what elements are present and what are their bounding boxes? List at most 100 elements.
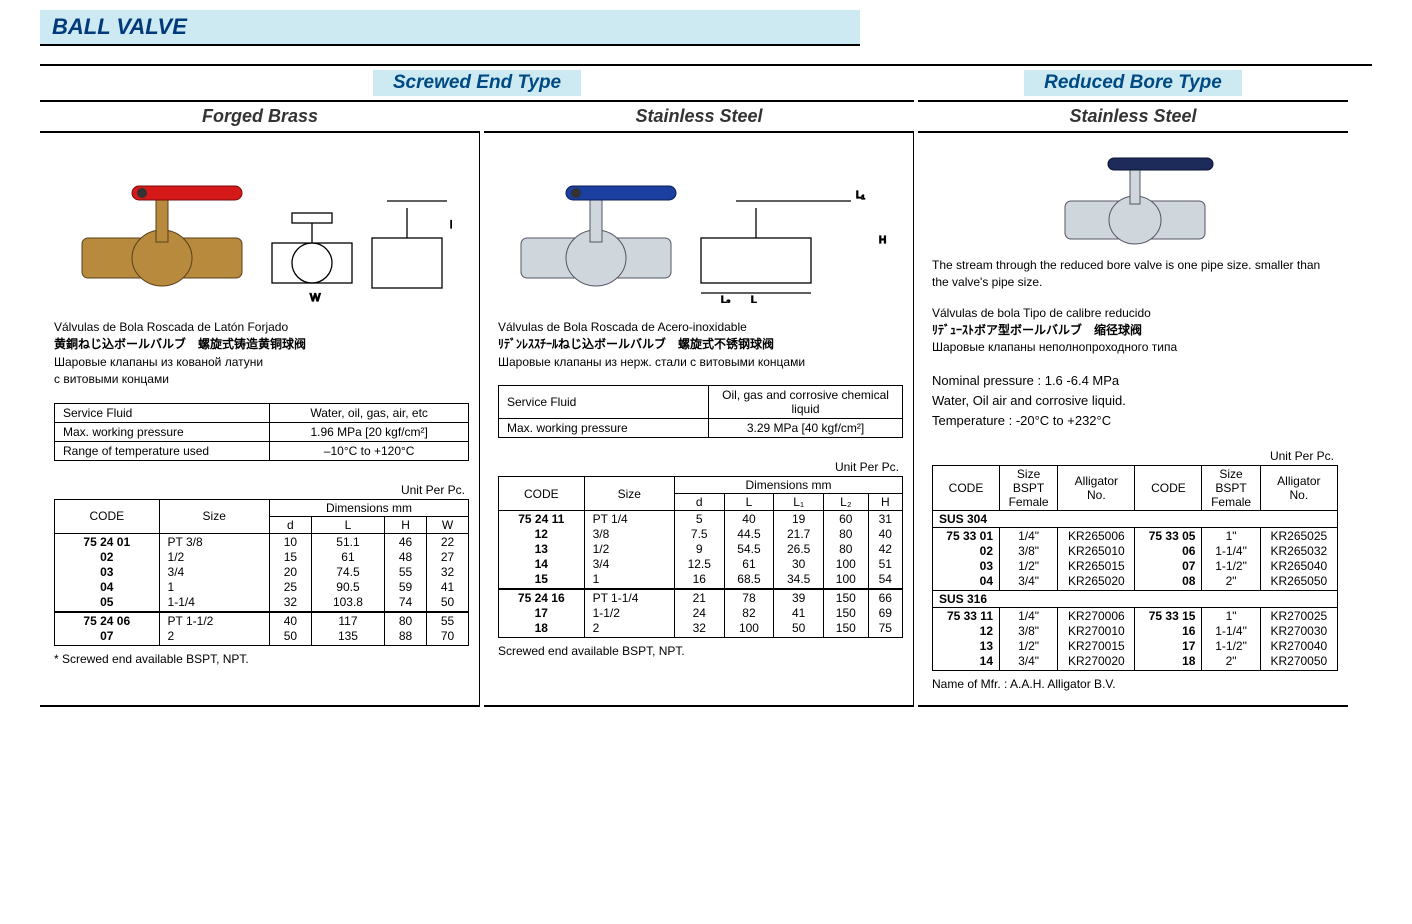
rb-specs: Nominal pressure : 1.6 -6.4 MPaWater, Oi…	[932, 371, 1338, 431]
dim-cell: 608080100100	[824, 511, 869, 590]
rb-code: 75 33 15161718	[1135, 608, 1202, 671]
valve-drawing-icon: L L₁ H L₂	[691, 153, 891, 303]
spec-label: Max. working pressure	[55, 422, 270, 441]
dim-cell: 1921.726.53034.5	[774, 511, 824, 590]
unit-label-brass: Unit Per Pc.	[54, 483, 469, 497]
dim-cell: 4050	[269, 612, 311, 646]
type-header-reduced: Reduced Bore Type	[918, 66, 1348, 102]
desc-ss-es: Válvulas de Bola Roscada de Acero-inoxid…	[498, 319, 903, 336]
desc-rb-ru: Шаровые клапаны неполнопроходного типа	[932, 339, 1338, 356]
rb-code: 75 33 11121314	[933, 608, 1000, 671]
rb-size: 1/4"3/8"1/2"3/4"	[1000, 608, 1058, 671]
dim-cell: 51.16174.590.5103.8	[311, 533, 384, 612]
rb-th: CODE	[933, 466, 1000, 511]
desc-ss-cjk: ﾘﾃﾞﾝﾚｽｽﾁｰﾙねじ込ボールバルブ 螺旋式不锈钢球阀	[498, 336, 903, 353]
spec-label: Max. working pressure	[499, 419, 709, 438]
dim-cell: 150150150	[824, 589, 869, 638]
desc-rb-cjk: ﾘﾃﾞｭｰｽﾄボア型ボールバルブ 缩径球阀	[932, 322, 1338, 339]
rb-th: SizeBSPTFemale	[1202, 466, 1260, 511]
dim-cell: 7882100	[724, 589, 774, 638]
stream-note: The stream through the reduced bore valv…	[932, 257, 1338, 291]
dim-cell: 2227324150	[427, 533, 469, 612]
rb-size: 1"1-1/4"1-1/2"2"	[1202, 608, 1260, 671]
rb-spec-line: Nominal pressure : 1.6 -6.4 MPa	[932, 371, 1338, 391]
size-cell: PT 1/43/81/23/41	[584, 511, 674, 590]
desc-rb-es: Válvulas de bola Tipo de calibre reducid…	[932, 305, 1338, 322]
dim-cell: 8088	[385, 612, 427, 646]
dim-cell: 212432	[674, 589, 724, 638]
col-brass: H W Válvulas de Bola Roscada de Latón Fo…	[40, 133, 480, 707]
code-cell: 75 24 0607	[55, 612, 160, 646]
rb-section: SUS 316	[933, 591, 1338, 608]
dim-cell: 5570	[427, 612, 469, 646]
rb-th: CODE	[1135, 466, 1202, 511]
material-brass: Forged Brass	[40, 102, 480, 133]
spec-label: Service Fluid	[55, 403, 270, 422]
valve-image-ss: L L₁ H L₂	[498, 143, 903, 313]
col-ss: L L₁ H L₂ Válvulas de Bola Roscada de Ac…	[484, 133, 914, 707]
dim-table-brass: CODE Size Dimensions mmdLHW 75 24 010203…	[54, 499, 469, 646]
spec-table-ss: Service FluidOil, gas and corrosive chem…	[498, 385, 903, 438]
rb-size: 1"1-1/4"1-1/2"2"	[1202, 528, 1260, 591]
type-header-screwed: Screwed End Type	[40, 66, 914, 102]
material-ss: Stainless Steel	[484, 102, 914, 133]
spec-value: Water, oil, gas, air, etc	[270, 403, 469, 422]
main-grid: Screwed End Type Reduced Bore Type Forge…	[40, 64, 1372, 707]
desc-ss-ru: Шаровые клапаны из нерж. стали с витовым…	[498, 354, 903, 371]
rb-spec-line: Temperature : -20°C to +232°C	[932, 411, 1338, 431]
spec-table-brass: Service FluidWater, oil, gas, air, etcMa…	[54, 403, 469, 461]
valve-photo-icon	[511, 158, 681, 298]
svg-text:L: L	[751, 295, 757, 303]
spec-value: 1.96 MPa [20 kgf/cm²]	[270, 422, 469, 441]
col-rb: The stream through the reduced bore valv…	[918, 133, 1348, 707]
rb-alg: KR270006KR270010KR270015KR270020	[1058, 608, 1135, 671]
rb-th: AlligatorNo.	[1058, 466, 1135, 511]
rb-code: 75 33 01020304	[933, 528, 1000, 591]
svg-text:L₁: L₁	[856, 190, 866, 201]
rb-alg: KR270025KR270030KR270040KR270050	[1260, 608, 1337, 671]
code-cell: 75 24 0102030405	[55, 533, 160, 612]
svg-text:H: H	[879, 235, 886, 246]
mfr-name: Name of Mfr. : A.A.H. Alligator B.V.	[932, 677, 1338, 691]
rb-alg: KR265025KR265032KR265040KR265050	[1260, 528, 1337, 591]
size-cell: PT 1-1/22	[159, 612, 269, 646]
code-cell: 75 24 161718	[499, 589, 585, 638]
rb-th: SizeBSPTFemale	[1000, 466, 1058, 511]
dim-cell: 4648555974	[385, 533, 427, 612]
desc-rb: Válvulas de bola Tipo de calibre reducid…	[932, 305, 1338, 357]
desc-brass: Válvulas de Bola Roscada de Latón Forjad…	[54, 319, 469, 389]
spec-value: –10°C to +120°C	[270, 441, 469, 460]
spec-value: Oil, gas and corrosive chemical liquid	[709, 386, 903, 419]
material-rb: Stainless Steel	[918, 102, 1348, 133]
desc-brass-es: Válvulas de Bola Roscada de Latón Forjad…	[54, 319, 469, 336]
dim-cell: 117135	[311, 612, 384, 646]
desc-brass-ru2: с витовыми концами	[54, 371, 469, 388]
valve-photo-icon	[1050, 146, 1220, 251]
svg-text:W: W	[310, 292, 321, 303]
svg-text:L₂: L₂	[721, 295, 731, 303]
rb-table: CODESizeBSPTFemaleAlligatorNo.CODESizeBS…	[932, 465, 1338, 671]
size-cell: PT 3/81/23/411-1/4	[159, 533, 269, 612]
dim-cell: 394150	[774, 589, 824, 638]
rb-code: 75 33 05060708	[1135, 528, 1202, 591]
rb-th: AlligatorNo.	[1260, 466, 1337, 511]
dim-cell: 3140425154	[868, 511, 902, 590]
dim-cell: 666975	[868, 589, 902, 638]
rb-alg: KR265006KR265010KR265015KR265020	[1058, 528, 1135, 591]
footnote-brass: * Screwed end available BSPT, NPT.	[54, 652, 469, 666]
desc-brass-ru1: Шаровые клапаны из кованой латуни	[54, 354, 469, 371]
dim-table-ss: CODE Size Dimensions mmdLL₁L₂H 75 24 111…	[498, 476, 903, 638]
unit-label-rb: Unit Per Pc.	[932, 449, 1338, 463]
type-label-screwed: Screwed End Type	[373, 70, 581, 96]
svg-text:H: H	[450, 219, 452, 231]
spec-value: 3.29 MPa [40 kgf/cm²]	[709, 419, 903, 438]
rb-spec-line: Water, Oil air and corrosive liquid.	[932, 391, 1338, 411]
unit-label-ss: Unit Per Pc.	[498, 460, 903, 474]
valve-image-brass: H W	[54, 143, 469, 313]
dim-cell: 4044.554.56168.5	[724, 511, 774, 590]
code-cell: 75 24 1112131415	[499, 511, 585, 590]
dim-cell: 1015202532	[269, 533, 311, 612]
desc-ss: Válvulas de Bola Roscada de Acero-inoxid…	[498, 319, 903, 371]
page-title: BALL VALVE	[40, 10, 860, 46]
rb-size: 1/4"3/8"1/2"3/4"	[1000, 528, 1058, 591]
